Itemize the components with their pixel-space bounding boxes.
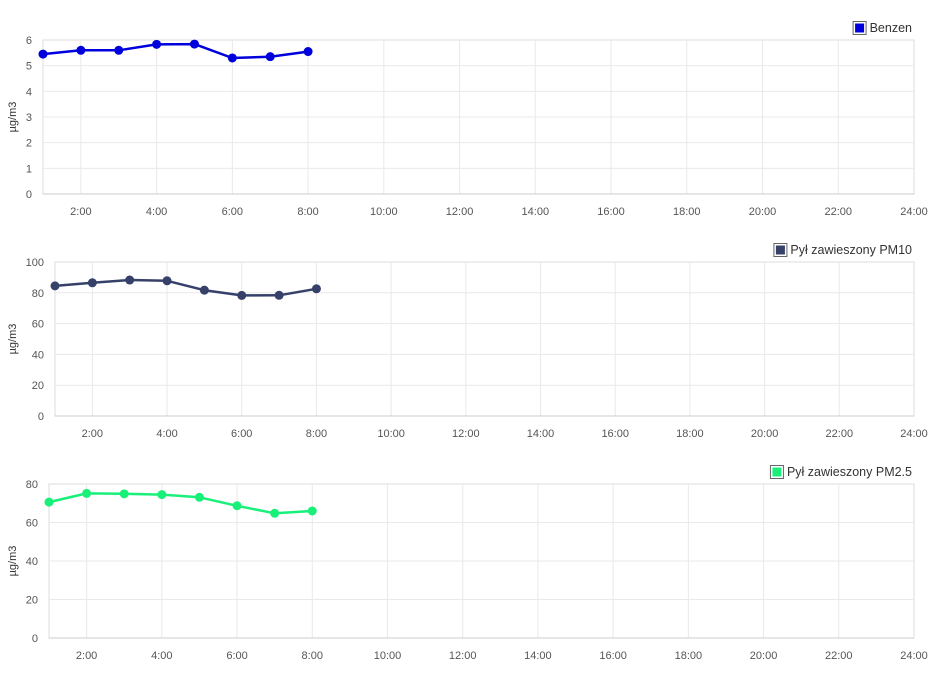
- y-tick-label: 40: [26, 556, 38, 568]
- x-tick-label: 2:00: [76, 650, 97, 662]
- x-tick-label: 8:00: [306, 428, 327, 440]
- data-point: [274, 290, 284, 300]
- y-tick-label: 20: [26, 595, 38, 607]
- y-tick-label: 80: [32, 288, 44, 300]
- x-tick-label: 10:00: [374, 650, 402, 662]
- x-tick-label: 22:00: [824, 206, 852, 218]
- x-tick-label: 4:00: [151, 650, 172, 662]
- legend-swatch: [772, 467, 782, 477]
- series-line: [42, 42, 309, 60]
- data-point: [194, 492, 204, 502]
- x-tick-label: 8:00: [297, 206, 318, 218]
- y-axis-label: µg/m3: [7, 546, 19, 577]
- data-point: [50, 281, 60, 291]
- y-tick-label: 40: [32, 349, 44, 361]
- x-tick-label: 4:00: [146, 206, 167, 218]
- data-point: [311, 284, 321, 294]
- y-tick-label: 6: [26, 35, 32, 47]
- x-tick-label: 16:00: [597, 206, 625, 218]
- data-point: [114, 45, 124, 55]
- pm10-chart-svg: 0 20 40 60 80 100 2:00 4:00 6:00 8:00 10:00 12:00 14…: [7, 243, 928, 440]
- y-axis-label: µg/m3: [7, 324, 19, 355]
- y-tick-label: 5: [26, 61, 32, 73]
- y-tick-label: 3: [26, 112, 32, 124]
- y-axis-label: µg/m3: [7, 102, 19, 133]
- legend-swatch: [775, 245, 785, 255]
- y-tick-label: 100: [26, 257, 44, 269]
- x-tick-label: 24:00: [900, 428, 928, 440]
- legend-label: Benzen: [870, 21, 912, 35]
- data-point: [76, 45, 86, 55]
- x-tick-label: 14:00: [527, 428, 555, 440]
- x-tick-label: 20:00: [751, 428, 779, 440]
- x-tick-label: 22:00: [826, 428, 854, 440]
- y-tick-label: 20: [32, 380, 44, 392]
- x-tick-label: 10:00: [370, 206, 398, 218]
- x-tick-label: 6:00: [226, 650, 247, 662]
- data-point: [44, 497, 54, 507]
- data-point: [87, 278, 97, 288]
- data-point: [227, 53, 237, 63]
- data-point: [162, 276, 172, 286]
- pm25-chart-svg: 0 20 40 60 80 2:00 4:00 6:00 8:00 10:00 12:00 14:00…: [7, 465, 928, 662]
- legend-swatch: [855, 23, 865, 33]
- x-tick-label: 12:00: [449, 650, 477, 662]
- x-tick-label: 24:00: [900, 650, 928, 662]
- x-tick-label: 6:00: [231, 428, 252, 440]
- x-tick-label: 12:00: [452, 428, 480, 440]
- x-tick-label: 18:00: [673, 206, 701, 218]
- data-point: [125, 275, 135, 285]
- x-tick-label: 18:00: [675, 650, 703, 662]
- legend-label: Pył zawieszony PM10: [790, 243, 912, 257]
- x-tick-label: 10:00: [377, 428, 405, 440]
- x-tick-label: 12:00: [446, 206, 474, 218]
- data-point: [232, 501, 242, 511]
- data-point: [307, 506, 317, 516]
- series-line: [48, 492, 313, 515]
- x-tick-label: 14:00: [522, 206, 550, 218]
- x-tick-label: 20:00: [749, 206, 777, 218]
- data-point: [265, 52, 275, 62]
- y-tick-label: 0: [32, 633, 38, 645]
- x-tick-label: 18:00: [676, 428, 704, 440]
- y-tick-label: 0: [26, 189, 32, 201]
- pm25-chart: 0 20 40 60 80 2:00 4:00 6:00 8:00 10:00 12:00 14:00…: [0, 444, 936, 666]
- legend-label: Pył zawieszony PM2.5: [787, 465, 912, 479]
- x-tick-label: 14:00: [524, 650, 552, 662]
- benzen-chart-svg: 0 1 2 3 4 5 6 2:00 4:00 6:00 8:00 10:00 12:00 14:00 16…: [7, 21, 928, 218]
- x-tick-label: 20:00: [750, 650, 778, 662]
- y-tick-label: 2: [26, 138, 32, 150]
- data-point: [82, 488, 92, 498]
- data-point: [237, 290, 247, 300]
- y-tick-label: 4: [26, 86, 32, 98]
- y-tick-label: 60: [26, 518, 38, 530]
- data-point: [152, 39, 162, 49]
- x-tick-label: 16:00: [599, 650, 627, 662]
- data-point: [38, 49, 48, 59]
- x-tick-label: 24:00: [900, 206, 928, 218]
- pm10-chart: 0 20 40 60 80 100 2:00 4:00 6:00 8:00 10:00 12:00 14…: [0, 222, 936, 444]
- data-point: [119, 489, 129, 499]
- benzen-chart: 0 1 2 3 4 5 6 2:00 4:00 6:00 8:00 10:00 12:00 14:00 16…: [0, 0, 936, 222]
- x-tick-label: 6:00: [222, 206, 243, 218]
- data-point: [199, 285, 209, 295]
- x-tick-label: 22:00: [825, 650, 853, 662]
- x-tick-label: 4:00: [156, 428, 177, 440]
- x-tick-label: 2:00: [82, 428, 103, 440]
- data-point: [270, 508, 280, 518]
- x-tick-label: 2:00: [70, 206, 91, 218]
- y-tick-label: 1: [26, 163, 32, 175]
- y-tick-label: 60: [32, 319, 44, 331]
- y-tick-label: 80: [26, 479, 38, 491]
- x-tick-label: 8:00: [302, 650, 323, 662]
- data-point: [189, 39, 199, 49]
- series-line: [54, 278, 317, 297]
- y-tick-label: 0: [38, 411, 44, 423]
- x-tick-label: 16:00: [601, 428, 629, 440]
- data-point: [303, 47, 313, 57]
- data-point: [157, 490, 167, 500]
